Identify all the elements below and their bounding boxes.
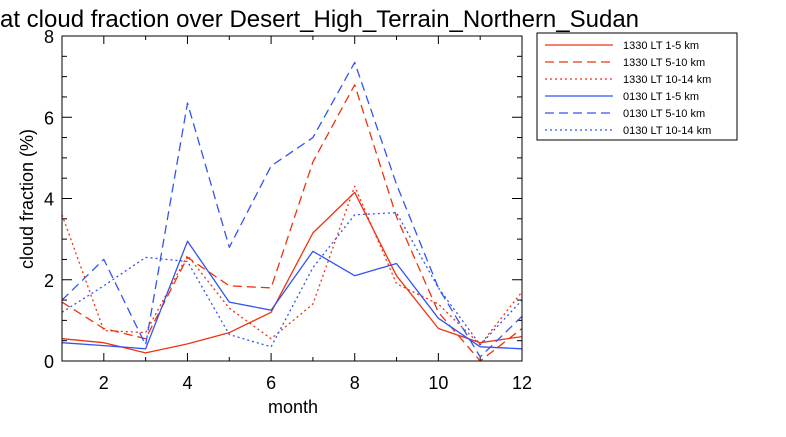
y-tick-label: 4: [44, 190, 54, 210]
x-tick-label: 8: [350, 373, 360, 393]
tick-labels: 2 4 6 8 10 12 0 2 4 6 8: [44, 27, 532, 393]
y-tick-label: 8: [44, 27, 54, 47]
y-tick-label: 2: [44, 271, 54, 291]
x-tick-label: 6: [266, 373, 276, 393]
legend-label: 0130 LT 1-5 km: [623, 91, 699, 103]
legend-box: [536, 32, 738, 141]
series-line-1330-lt-1-5-km: [61, 191, 523, 354]
legend: 1330 LT 1-5 km 1330 LT 5-10 km 1330 LT 10-…: [536, 32, 738, 141]
series-line-0130-lt-5-10-km: [61, 61, 523, 358]
x-tick-label: 2: [99, 373, 109, 393]
axis-ticks: [61, 35, 523, 362]
y-tick-label: 6: [44, 108, 54, 128]
legend-label: 0130 LT 10-14 km: [623, 125, 711, 137]
chart-title: at cloud fraction over Desert_High_Terra…: [0, 6, 639, 33]
legend-label: 1330 LT 10-14 km: [623, 74, 711, 86]
legend-items: 1330 LT 1-5 km 1330 LT 5-10 km 1330 LT 10-…: [545, 40, 711, 137]
plot-frame: [61, 35, 523, 362]
series-line-1330-lt-10-14-km: [61, 185, 523, 346]
x-axis-label: month: [268, 397, 318, 417]
x-tick-label: 4: [182, 373, 192, 393]
legend-label: 1330 LT 5-10 km: [623, 57, 705, 69]
y-tick-label: 0: [44, 352, 54, 372]
series-line-0130-lt-1-5-km: [61, 240, 523, 350]
legend-label: 1330 LT 1-5 km: [623, 40, 699, 52]
series-line-0130-lt-10-14-km: [61, 212, 523, 348]
y-axis-label: cloud fraction (%): [17, 129, 37, 269]
series-line-1330-lt-5-10-km: [61, 84, 523, 362]
x-tick-label: 12: [512, 373, 532, 393]
legend-label: 0130 LT 5-10 km: [623, 108, 705, 120]
series-lines: [61, 61, 523, 362]
x-tick-label: 10: [428, 373, 448, 393]
